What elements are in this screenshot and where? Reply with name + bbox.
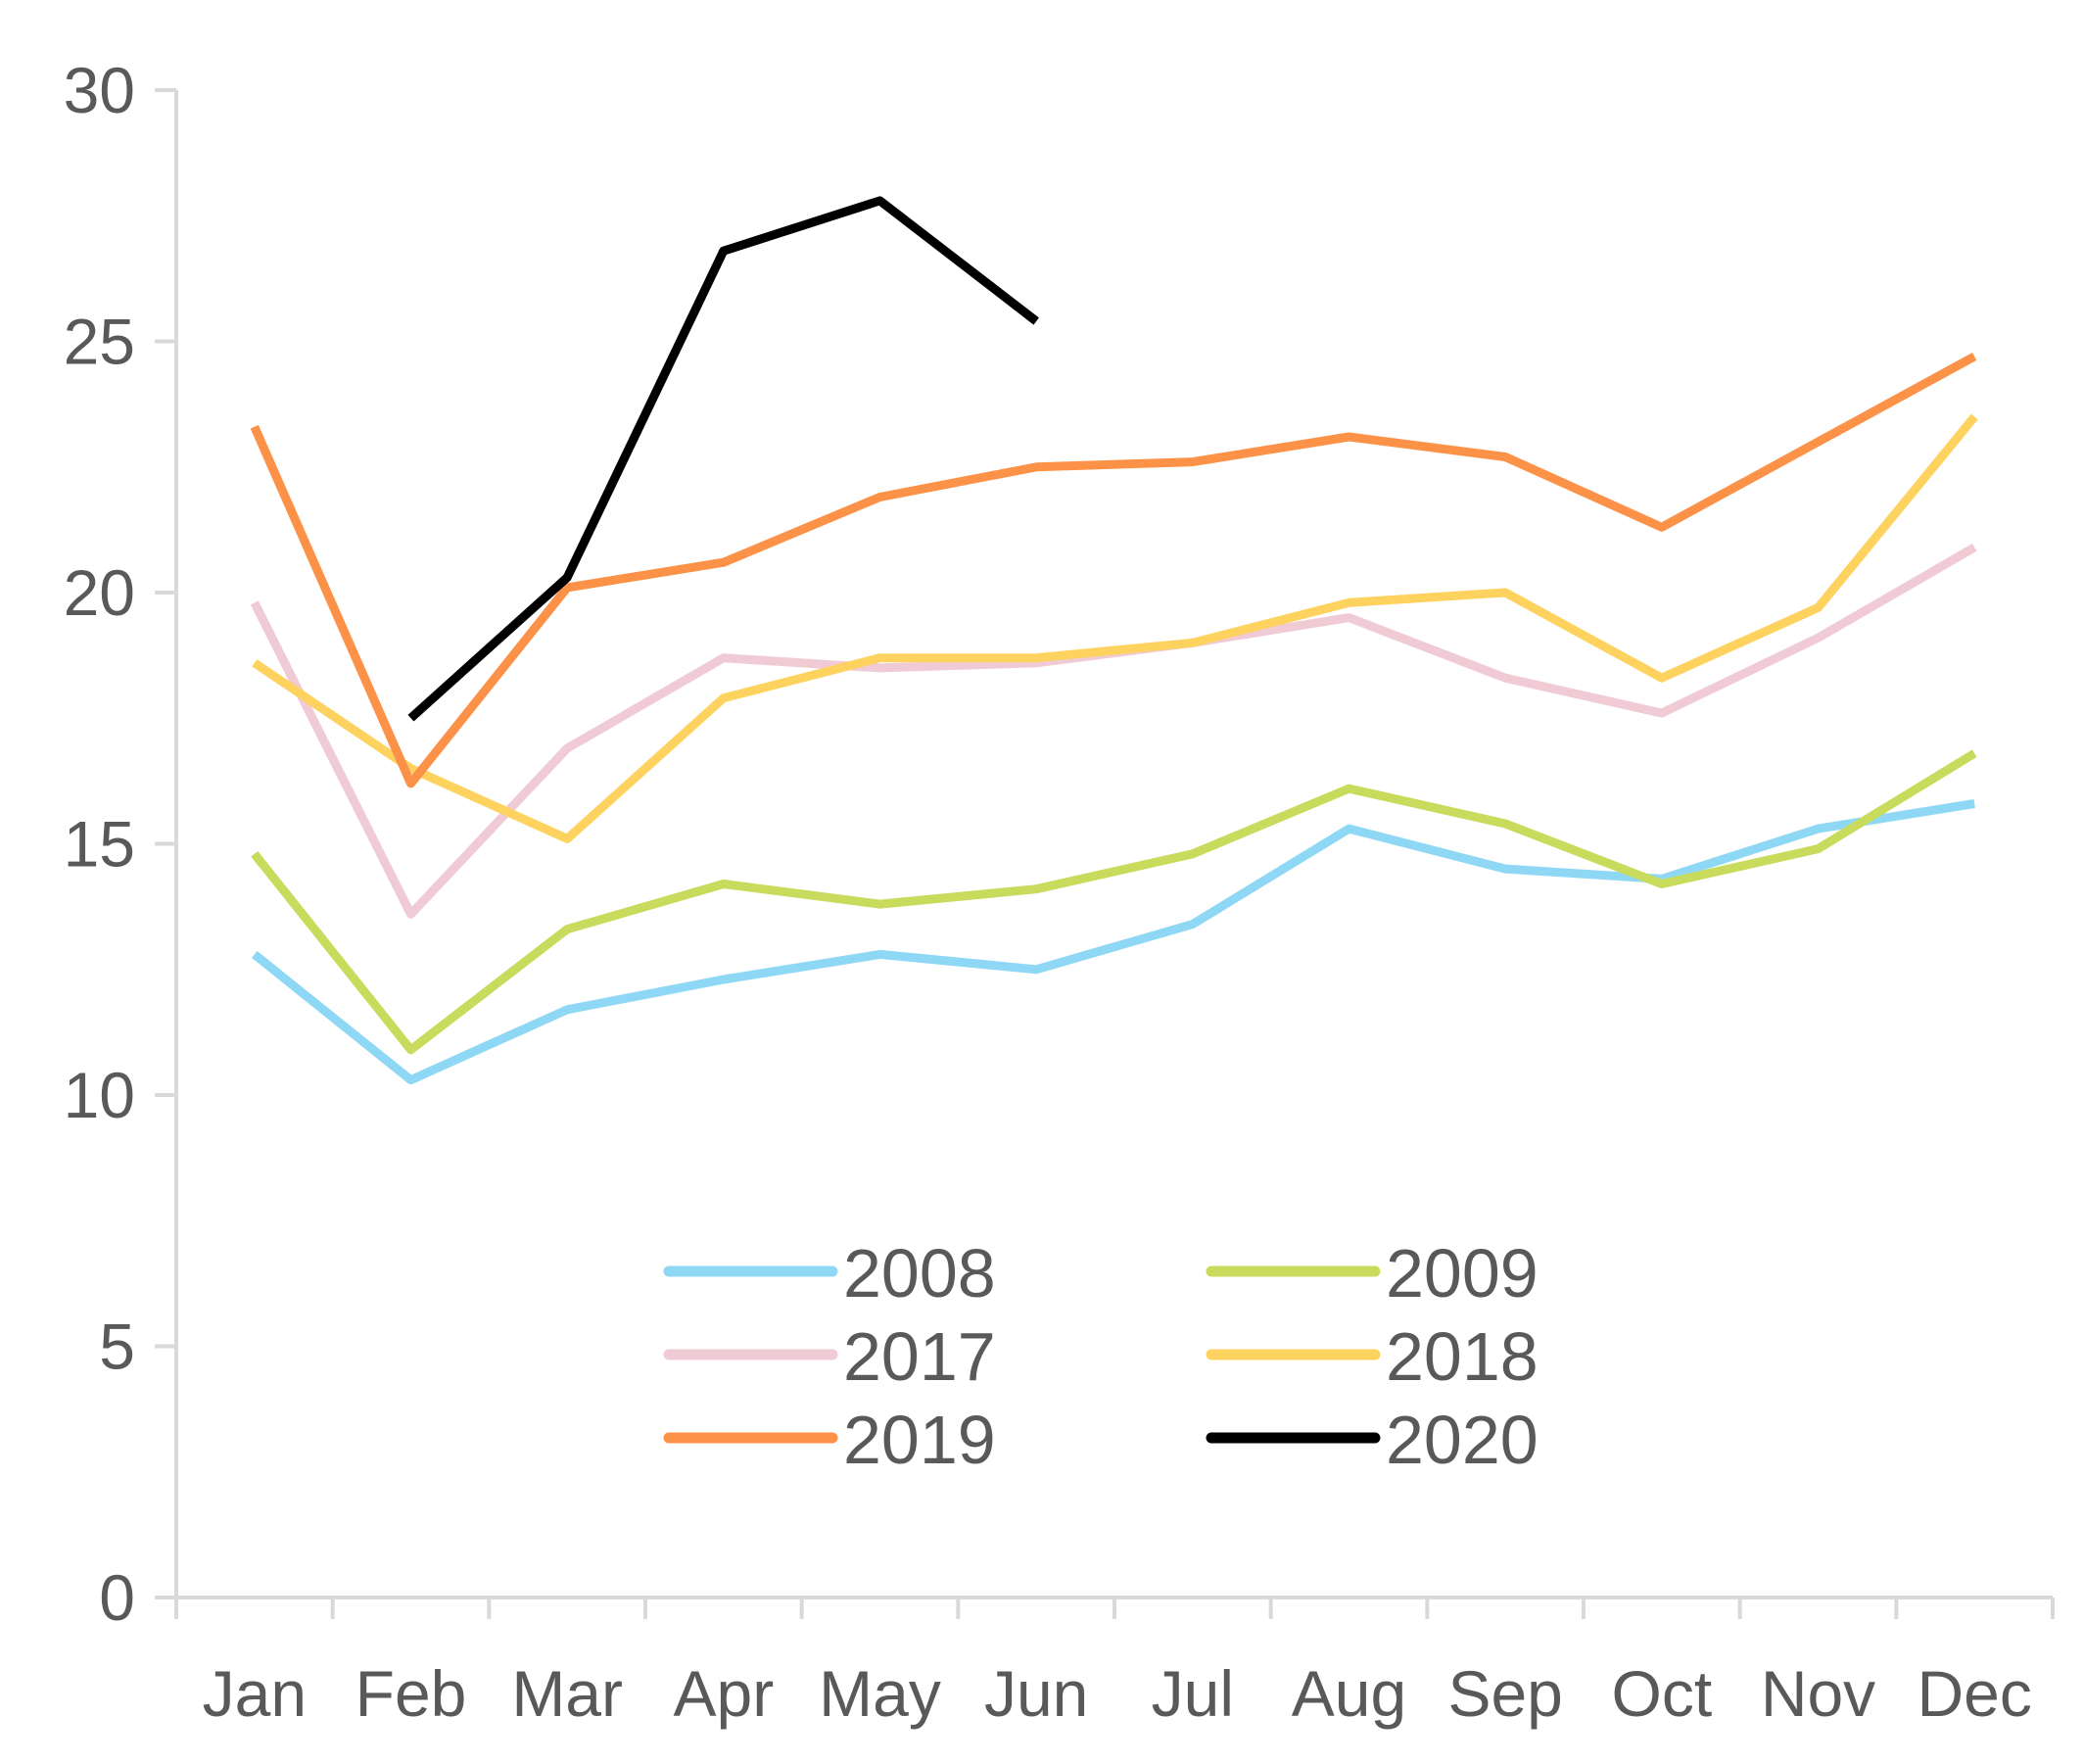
legend-label-2019: 2019 [843, 1402, 996, 1478]
series-line-2018 [252, 413, 1978, 843]
legend-label-2018: 2018 [1386, 1318, 1539, 1395]
x-tick-label: Dec [1917, 1657, 2031, 1730]
legend-label-2017: 2017 [843, 1318, 996, 1395]
legend-label-2008: 2008 [843, 1235, 996, 1311]
y-tick-label: 15 [64, 808, 135, 881]
x-tick-label: Apr [673, 1657, 774, 1730]
x-tick-label: Jan [203, 1657, 307, 1730]
y-tick-label: 10 [64, 1059, 135, 1131]
axes: 0 5 10 15 20 25 30 Jan Feb Mar Apr May Jun Jul Aug Sep O… [64, 54, 2055, 1730]
x-tick-label: Feb [355, 1657, 467, 1730]
x-tick-label: May [819, 1657, 941, 1730]
series-line-2019 [250, 352, 1977, 788]
x-tick-label: Mar [511, 1657, 623, 1730]
x-tick-label: Oct [1611, 1657, 1712, 1730]
legend-label-2020: 2020 [1386, 1402, 1539, 1478]
x-tick-label: Jul [1152, 1657, 1234, 1730]
legend-label-2009: 2009 [1386, 1235, 1539, 1311]
series-line-2008 [251, 799, 1975, 1085]
y-tick-label: 30 [64, 54, 135, 126]
x-tick-label: Nov [1761, 1657, 1875, 1730]
series-line-2020 [407, 196, 1039, 722]
y-tick-label: 20 [64, 556, 135, 629]
x-tick-label: Aug [1292, 1657, 1406, 1730]
x-tick-label: Jun [984, 1657, 1088, 1730]
series-line-2009 [251, 749, 1977, 1055]
y-tick-label: 0 [99, 1561, 135, 1634]
series-lines [250, 196, 1978, 1085]
legend: 2008 2009 2017 2018 2019 2020 [663, 1235, 1539, 1478]
x-tick-label: Sep [1447, 1657, 1562, 1730]
y-tick-label: 25 [64, 306, 135, 378]
y-tick-label: 5 [99, 1311, 135, 1383]
